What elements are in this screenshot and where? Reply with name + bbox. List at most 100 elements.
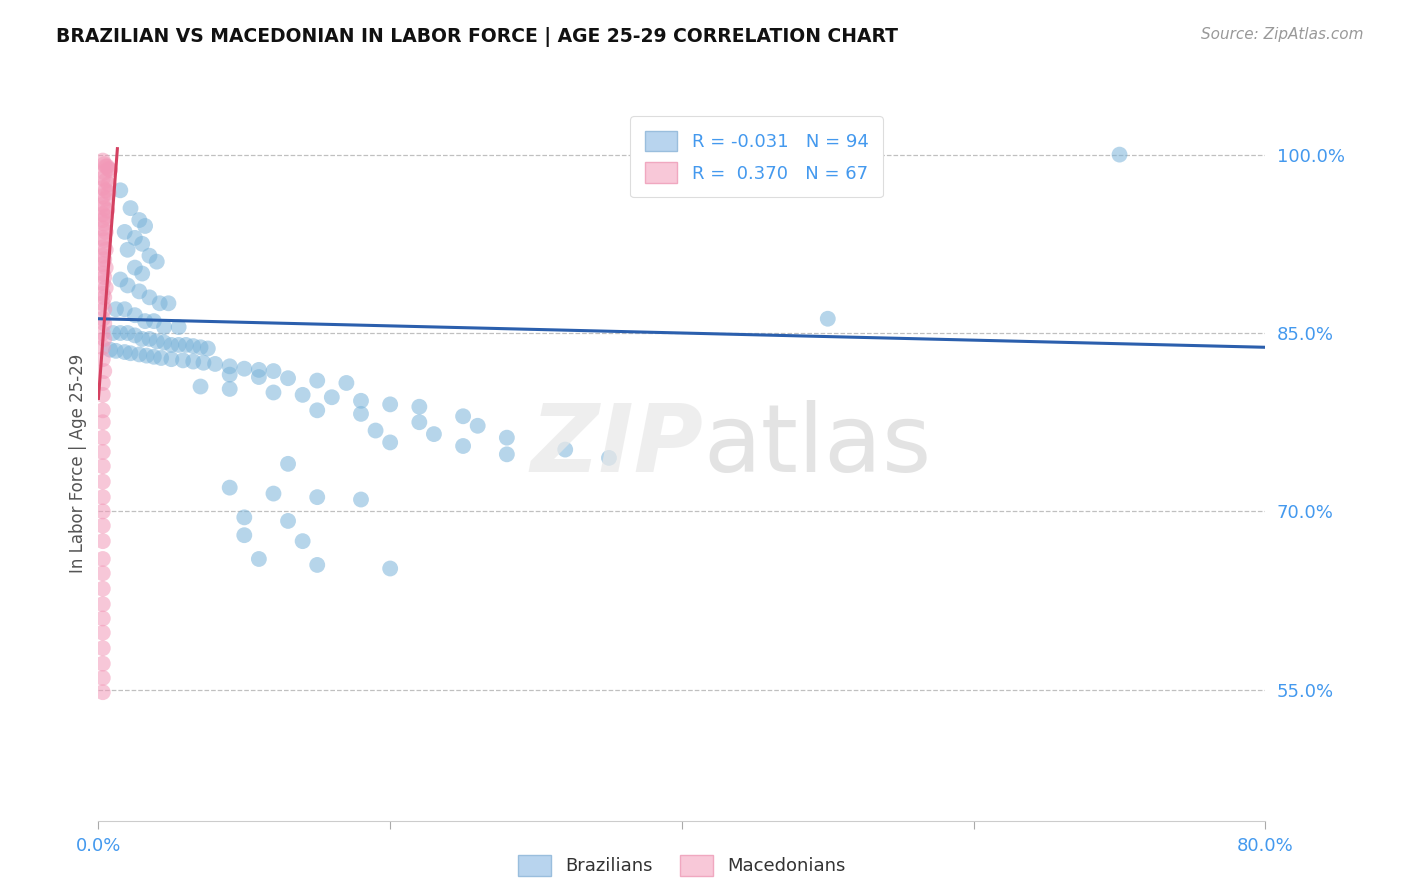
Point	[94, 243, 117, 257]
Point	[204, 357, 226, 371]
Point	[93, 317, 115, 331]
Point	[117, 278, 139, 293]
Point	[146, 334, 169, 349]
Point	[91, 326, 114, 340]
Point	[93, 157, 115, 171]
Point	[110, 326, 132, 340]
Point	[495, 447, 517, 461]
Point	[378, 397, 402, 411]
Point	[91, 597, 114, 611]
Point	[142, 314, 165, 328]
Point	[94, 225, 117, 239]
Legend: Brazilians, Macedonians: Brazilians, Macedonians	[512, 847, 852, 883]
Point	[218, 368, 240, 382]
Point	[149, 296, 172, 310]
Point	[120, 346, 142, 360]
Point	[335, 376, 357, 390]
Point	[247, 370, 270, 384]
Point	[153, 335, 176, 350]
Point	[350, 492, 373, 507]
Point	[138, 332, 160, 346]
Point	[190, 379, 212, 393]
Point	[364, 424, 387, 438]
Point	[124, 308, 146, 322]
Point	[91, 403, 114, 417]
Point	[167, 320, 190, 334]
Point	[131, 267, 153, 281]
Point	[131, 236, 153, 251]
Point	[91, 286, 114, 301]
Point	[91, 249, 114, 263]
Point	[117, 243, 139, 257]
Point	[174, 338, 197, 352]
Point	[114, 345, 136, 359]
Point	[110, 183, 132, 197]
Point	[277, 457, 299, 471]
Point	[93, 217, 115, 231]
Point	[91, 153, 114, 168]
Point	[91, 552, 114, 566]
Point	[91, 504, 114, 518]
Point	[150, 351, 173, 365]
Point	[233, 528, 256, 542]
Point	[598, 450, 620, 465]
Point	[138, 290, 160, 304]
Point	[817, 311, 839, 326]
Point	[160, 352, 183, 367]
Point	[291, 534, 314, 549]
Point	[307, 374, 329, 388]
Point	[93, 290, 115, 304]
Point	[91, 518, 114, 533]
Point	[1108, 147, 1130, 161]
Point	[97, 186, 120, 200]
Point	[378, 561, 402, 575]
Point	[91, 475, 114, 489]
Point	[172, 353, 194, 368]
Point	[495, 431, 517, 445]
Point	[451, 409, 474, 424]
Text: atlas: atlas	[703, 400, 931, 492]
Point	[91, 582, 114, 596]
Point	[124, 260, 146, 275]
Point	[218, 359, 240, 374]
Point	[321, 390, 343, 404]
Point	[96, 160, 118, 174]
Point	[91, 189, 114, 203]
Point	[91, 641, 114, 656]
Point	[93, 165, 115, 179]
Point	[128, 285, 150, 299]
Point	[91, 459, 114, 474]
Point	[98, 343, 121, 357]
Point	[117, 326, 139, 340]
Point	[146, 254, 169, 268]
Point	[554, 442, 576, 457]
Point	[193, 356, 215, 370]
Point	[307, 558, 329, 572]
Point	[93, 233, 115, 247]
Text: BRAZILIAN VS MACEDONIAN IN LABOR FORCE | AGE 25-29 CORRELATION CHART: BRAZILIAN VS MACEDONIAN IN LABOR FORCE |…	[56, 27, 898, 46]
Point	[91, 671, 114, 685]
Point	[408, 400, 430, 414]
Point	[467, 418, 489, 433]
Point	[96, 203, 118, 218]
Point	[91, 276, 114, 290]
Point	[128, 213, 150, 227]
Point	[94, 260, 117, 275]
Point	[167, 338, 190, 352]
Point	[233, 361, 256, 376]
Point	[197, 342, 219, 356]
Point	[98, 163, 121, 178]
Text: Source: ZipAtlas.com: Source: ZipAtlas.com	[1201, 27, 1364, 42]
Point	[91, 415, 114, 429]
Point	[94, 281, 117, 295]
Point	[91, 685, 114, 699]
Point	[124, 231, 146, 245]
Point	[124, 328, 146, 343]
Text: ZIP: ZIP	[530, 400, 703, 492]
Point	[93, 252, 115, 267]
Point	[91, 221, 114, 235]
Point	[307, 403, 329, 417]
Point	[157, 296, 180, 310]
Point	[93, 270, 115, 285]
Point	[94, 210, 117, 224]
